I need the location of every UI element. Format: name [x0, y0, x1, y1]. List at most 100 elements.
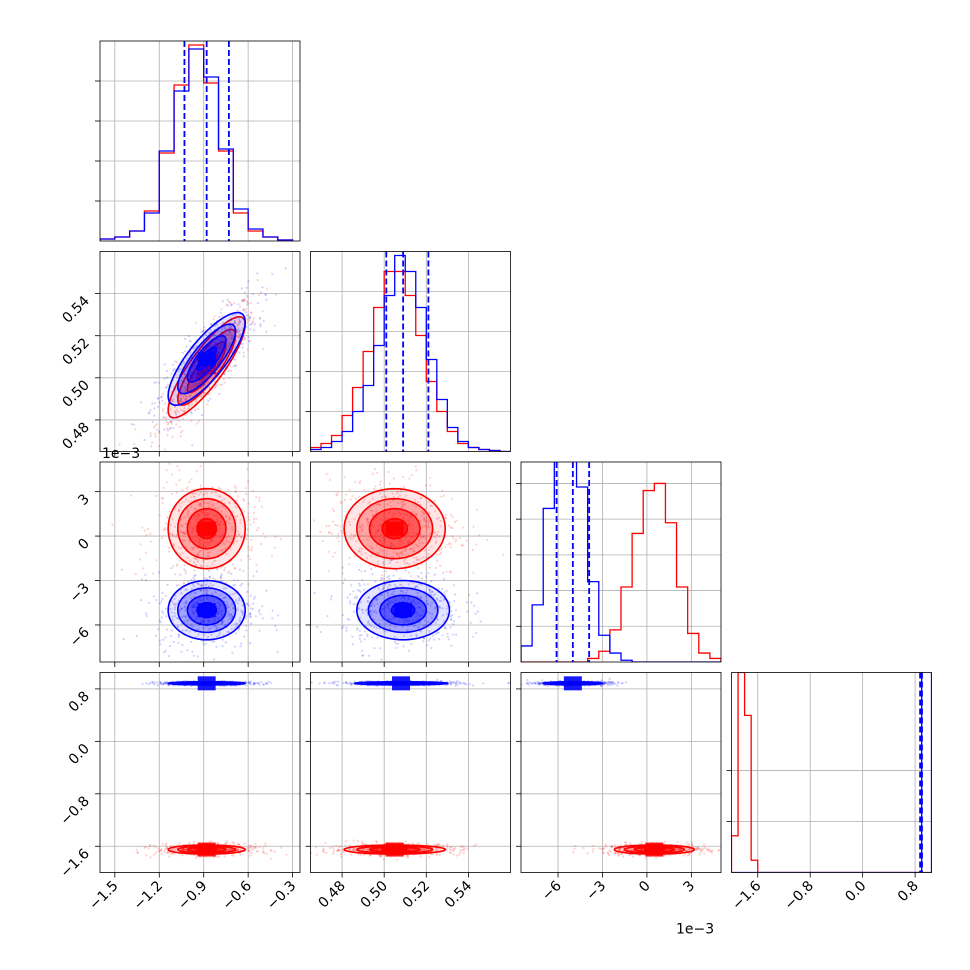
- pair-2-3-series_a-contour-3: [542, 680, 604, 686]
- hist-panel-2: [516, 461, 722, 663]
- pair-0-2-series_b-contour-2: [176, 497, 237, 560]
- pair-panel-0-3: [95, 672, 301, 878]
- hist-panel-1: [305, 251, 511, 452]
- yaxis-offset-text: 1e−3: [102, 446, 140, 462]
- pair-2-3-series_b-contour-0: [643, 847, 666, 852]
- pair-0-2-series_b-contour-3: [167, 487, 246, 570]
- pair-0-2-series_a-peak: [197, 603, 216, 618]
- pair-0-3-series_b-contour-0: [196, 847, 218, 852]
- xtick-label-1-2: 0.52: [400, 878, 433, 911]
- hist-panel-3: [726, 672, 932, 878]
- pair-panel-1-2: [305, 461, 511, 667]
- pair-1-2-series_a-contour-0: [390, 601, 416, 619]
- pair-0-3-series_b-contour-3: [167, 844, 247, 855]
- xtick-label-0-2: −0.9: [175, 878, 210, 913]
- pair-0-2-plot-area: [100, 462, 300, 662]
- pair-0-1-series_b-contour-2: [176, 328, 237, 406]
- pair-1-2-plot-area: [310, 462, 511, 662]
- ytick-label-2-2: 0: [75, 536, 93, 554]
- xtick-label-0-4: −0.3: [264, 878, 299, 913]
- ytick-label-3-0: −1.6: [57, 846, 92, 881]
- ytick-label-1-3: 0.54: [59, 293, 92, 326]
- pair-panel-2-3: [516, 672, 722, 878]
- hist-plot-area-0: [100, 41, 300, 241]
- hist-0-frame: [99, 40, 301, 242]
- pair-1-3-plot-area: [310, 672, 511, 873]
- pair-0-3-series_b-contour-2: [176, 845, 237, 854]
- xtick-label-0-0: −1.5: [86, 878, 121, 913]
- pair-1-2-series_b-contour-3: [343, 487, 447, 570]
- pair-0-2-series_b-peak: [197, 521, 216, 536]
- pair-0-1-series_a-contour-3: [167, 311, 246, 406]
- ytick-label-1-1: 0.50: [59, 377, 92, 410]
- hist-2-frame: [520, 461, 722, 663]
- xaxis-offset-text: 1e−3: [676, 922, 714, 938]
- pair-0-2-series_b-contour-1: [186, 507, 227, 550]
- pair-1-3-series_b-contour-2: [355, 845, 434, 854]
- ytick-label-1-0: 0.48: [59, 419, 92, 452]
- pair-0-1-plot-area: [100, 251, 300, 452]
- pair-1-3-series_b-contour-0: [381, 847, 409, 852]
- xtick-label-0-1: −1.2: [131, 878, 166, 913]
- hist-1-series_b-steps: [310, 270, 511, 452]
- pair-1-2-series_a-contour-2: [367, 587, 439, 634]
- ytick-label-2-1: −3: [67, 580, 93, 606]
- pair-2-3-series_b-contour-2: [623, 845, 686, 854]
- pair-0-3-plot-area: [100, 672, 300, 873]
- panels-layer: [95, 40, 932, 878]
- hist-plot-area-2: [521, 462, 721, 662]
- pair-1-2-series_b-contour-2: [356, 497, 434, 560]
- pair-panel-0-2: [95, 461, 301, 667]
- hist-1-frame: [310, 251, 511, 452]
- ytick-label-1-2: 0.52: [59, 335, 92, 368]
- pair-panel-1-3: [305, 672, 511, 878]
- xtick-label-0-3: −0.6: [220, 878, 255, 913]
- pair-1-2-series_b-contour-0: [381, 517, 409, 540]
- pair-0-3-frame: [99, 672, 301, 873]
- pair-1-3-series_b-contour-1: [368, 846, 421, 853]
- xtick-label-1-1: 0.50: [358, 878, 391, 911]
- xtick-label-3-3: 0.8: [895, 878, 922, 905]
- pair-0-1-series_a-scatter: [130, 267, 287, 447]
- pair-1-2-series_a-contour-3: [356, 579, 451, 641]
- hist-plot-area-3: [731, 672, 932, 873]
- xtick-label-2-2: 0: [636, 878, 654, 896]
- pair-1-3-frame: [310, 672, 511, 873]
- pair-0-1-series_a-contour-2: [176, 323, 237, 395]
- pair-0-2-series_a-contour-2: [176, 587, 237, 634]
- hist-3-frame: [731, 672, 932, 873]
- pair-1-2-frame: [310, 461, 511, 663]
- ytick-label-3-2: 0.0: [66, 741, 93, 768]
- hist-3-series_b-steps: [731, 672, 932, 873]
- hist-2-series_a-steps: [521, 462, 721, 662]
- xtick-label-3-2: 0.0: [842, 878, 869, 905]
- ytick-label-2-0: −6: [67, 624, 93, 650]
- hist-panel-0: [95, 40, 301, 242]
- pair-0-1-frame: [99, 251, 301, 452]
- pair-2-3-series_b-contour-1: [633, 846, 676, 853]
- pair-2-3-series_b-contour-3: [613, 844, 696, 855]
- pair-0-1-series_b-contour-3: [167, 315, 246, 419]
- pair-1-2-series_a-peak: [394, 603, 413, 618]
- xtick-label-1-3: 0.54: [442, 878, 475, 911]
- pair-panel-0-1: [95, 251, 301, 457]
- pair-0-1-series_a-peak: [197, 351, 216, 366]
- pair-2-3-plot-area: [521, 672, 721, 873]
- pair-0-1-series_a-contour-0: [196, 346, 218, 372]
- hist-2-series_b-steps: [521, 482, 721, 662]
- xtick-label-3-0: −1.6: [729, 878, 764, 913]
- hist-0-series_a-steps: [100, 48, 294, 241]
- hist-0-series_b-steps: [100, 44, 294, 241]
- pair-0-1-series_a-contour-1: [186, 334, 227, 383]
- pair-2-3-frame: [520, 672, 722, 873]
- pair-1-2-series_a-contour-1: [379, 594, 428, 626]
- pair-1-2-series_b-peak: [385, 521, 404, 536]
- xtick-label-3-1: −0.8: [782, 878, 817, 913]
- hist-plot-area-1: [310, 251, 511, 452]
- xtick-label-1-0: 0.48: [316, 878, 349, 911]
- pair-0-2-frame: [99, 461, 301, 663]
- pair-1-3-series_a-contour-3: [353, 680, 449, 686]
- xtick-label-2-0: −6: [539, 878, 565, 904]
- ytick-label-3-1: −0.8: [57, 793, 92, 828]
